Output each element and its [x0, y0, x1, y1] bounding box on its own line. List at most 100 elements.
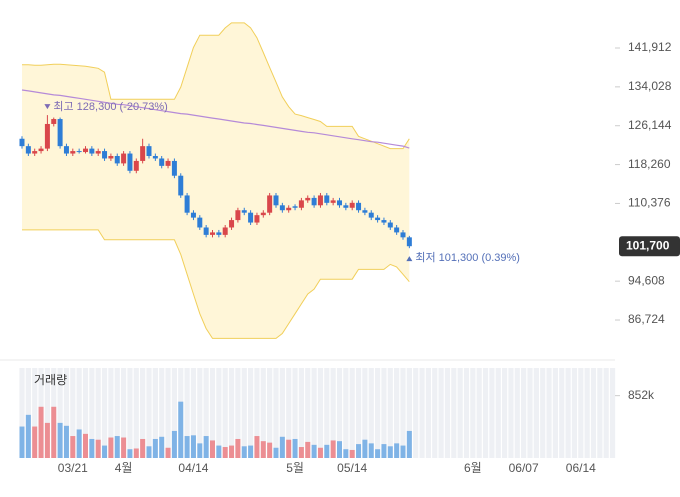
- y-tick-label: 110,376: [628, 196, 671, 210]
- volume-bar: [400, 445, 406, 458]
- volume-stripe: [457, 368, 463, 458]
- volume-bar: [254, 436, 260, 458]
- candle-body: [279, 205, 285, 211]
- candle-body: [311, 197, 317, 206]
- volume-stripe: [394, 368, 400, 458]
- candle-body: [267, 195, 273, 213]
- volume-stripe: [489, 368, 495, 458]
- volume-bar: [311, 444, 317, 458]
- volume-stripe: [476, 368, 482, 458]
- volume-stripe: [292, 368, 298, 458]
- volume-bar: [32, 426, 38, 458]
- volume-stripe: [32, 368, 38, 458]
- volume-stripe: [387, 368, 393, 458]
- volume-stripe: [279, 368, 285, 458]
- candle-body: [254, 215, 260, 223]
- high-arrow: [44, 104, 51, 110]
- x-tick-label: 4월: [115, 461, 133, 475]
- candle-body: [305, 197, 311, 201]
- volume-stripe: [349, 368, 355, 458]
- candle-body: [108, 156, 114, 159]
- volume-stripe: [216, 368, 222, 458]
- volume-bar: [57, 422, 63, 458]
- candle-body: [63, 146, 69, 154]
- volume-stripe: [133, 368, 139, 458]
- candle-body: [356, 202, 362, 211]
- volume-stripe: [336, 368, 343, 458]
- volume-stripe: [559, 368, 565, 458]
- volume-stripe: [540, 368, 546, 458]
- candle-body: [349, 202, 355, 208]
- volume-bar: [292, 438, 298, 458]
- candle-body: [83, 148, 88, 153]
- volume-bar: [63, 425, 69, 458]
- volume-bar: [248, 445, 254, 458]
- candle-body: [273, 195, 279, 206]
- volume-bar: [381, 444, 387, 458]
- volume-stripe: [197, 368, 203, 458]
- volume-bar: [267, 442, 273, 458]
- volume-bar: [25, 414, 31, 458]
- y-tick-label: 94,608: [628, 273, 665, 287]
- volume-bar: [216, 445, 222, 458]
- volume-bar: [121, 437, 127, 458]
- candle-body: [381, 220, 387, 223]
- volume-bar: [190, 435, 196, 458]
- volume-bar: [152, 438, 158, 458]
- volume-bar: [38, 406, 44, 458]
- candle-body: [133, 160, 139, 171]
- y-tick-label: 86,724: [628, 312, 665, 326]
- volume-bar: [337, 441, 342, 458]
- volume-stripe: [343, 368, 349, 458]
- volume-stripe: [317, 368, 324, 458]
- volume-background: [19, 368, 616, 458]
- volume-stripe: [324, 368, 330, 458]
- candle-body: [292, 206, 298, 208]
- volume-bar: [260, 441, 266, 458]
- volume-bar: [44, 422, 50, 458]
- candle-body: [375, 217, 381, 221]
- volume-bar: [298, 447, 304, 458]
- candle-body: [368, 212, 374, 218]
- volume-bar: [203, 436, 209, 458]
- candle-body: [57, 119, 63, 147]
- volume-stripe: [235, 368, 241, 458]
- volume-bar: [178, 401, 184, 458]
- volume-stripe: [546, 368, 552, 458]
- volume-stripe: [413, 368, 419, 458]
- volume-bar: [229, 445, 235, 458]
- candle-body: [146, 146, 152, 157]
- volume-stripe: [533, 368, 539, 458]
- volume-stripe: [159, 368, 165, 458]
- band-fill: [22, 22, 410, 339]
- volume-stripe: [571, 368, 578, 458]
- y-tick-label: 118,260: [628, 157, 671, 171]
- volume-stripe: [286, 368, 292, 458]
- volume-stripe: [190, 368, 197, 458]
- candle-body: [298, 200, 304, 208]
- volume-stripe: [406, 368, 412, 458]
- volume-stripe: [203, 368, 209, 458]
- candle-body: [400, 232, 406, 238]
- volume-bar: [305, 441, 311, 458]
- volume-tick-label: 852k: [628, 388, 655, 402]
- candle-body: [114, 156, 120, 164]
- volume-stripe: [330, 368, 336, 458]
- volume-stripe: [146, 368, 152, 458]
- volume-stripe: [482, 368, 489, 458]
- candle-body: [70, 151, 76, 154]
- volume-bar: [330, 440, 336, 458]
- candle-body: [235, 210, 241, 221]
- volume-stripe: [228, 368, 235, 458]
- volume-bar: [406, 430, 412, 458]
- volume-stripe: [451, 368, 457, 458]
- long-line: [21, 89, 410, 149]
- volume-stripe: [305, 368, 311, 458]
- volume-stripe: [368, 368, 374, 458]
- volume-stripe: [152, 368, 158, 458]
- volume-stripe: [101, 368, 108, 458]
- candle-body: [152, 156, 158, 159]
- volume-stripe: [400, 368, 406, 458]
- y-tick-label: 126,144: [628, 118, 672, 132]
